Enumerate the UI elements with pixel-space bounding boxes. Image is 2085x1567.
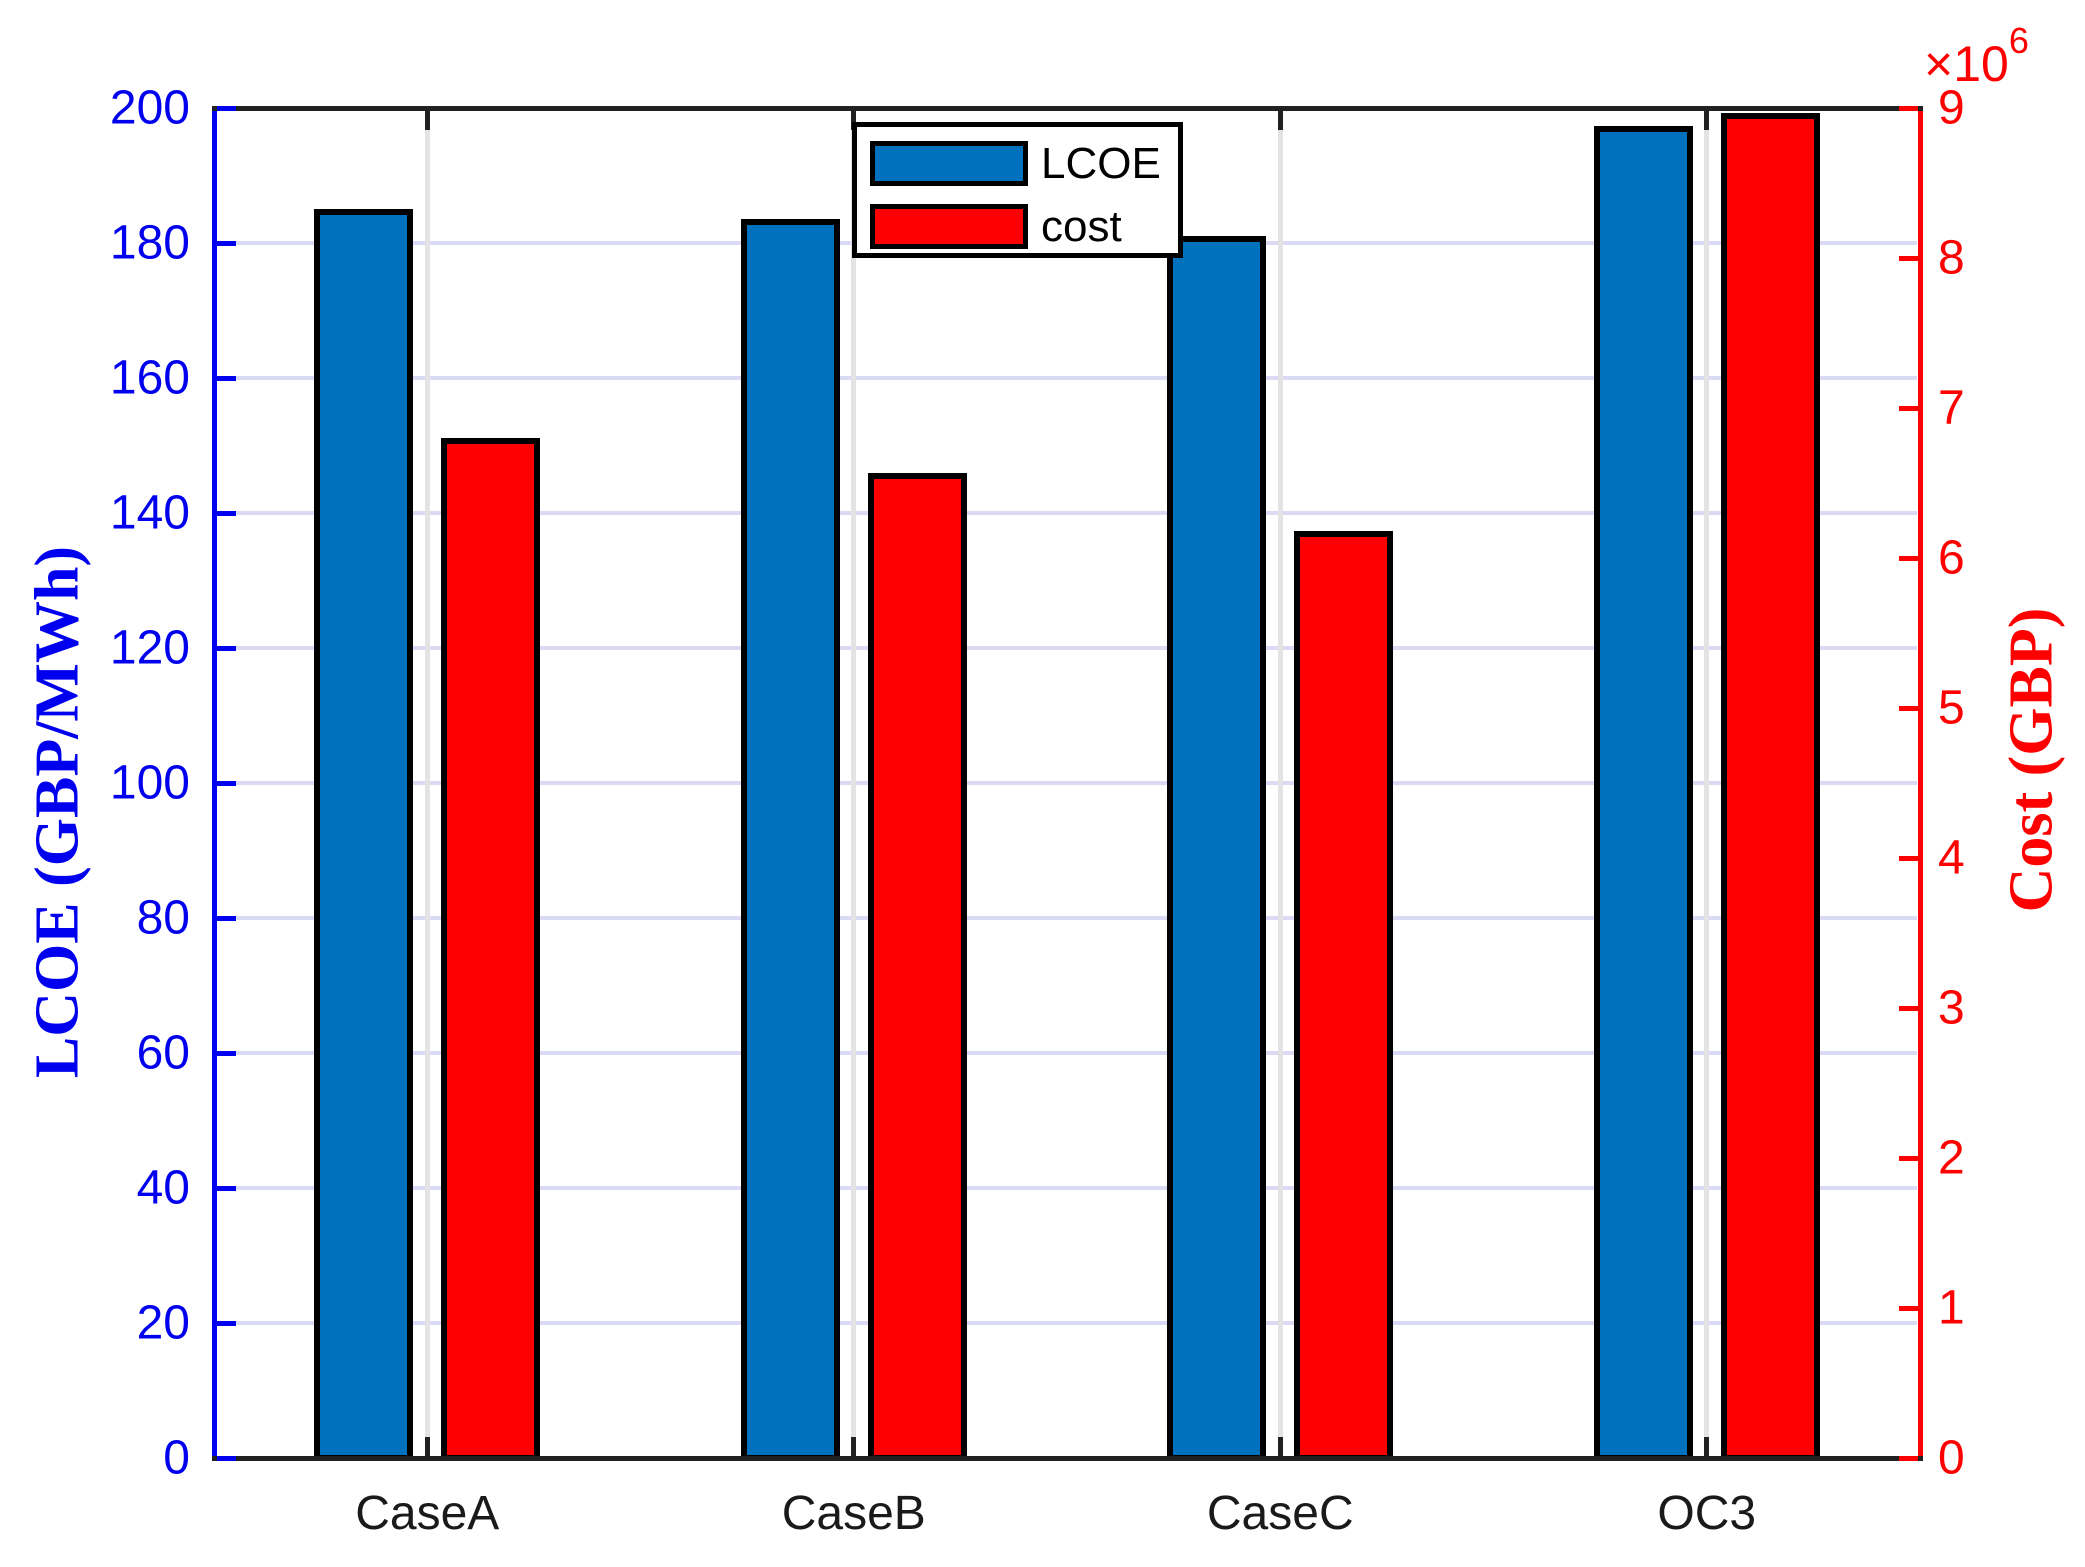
left-spine: [211, 108, 217, 1458]
legend: LCOE cost: [852, 122, 1183, 258]
exponent-prefix: ×10: [1924, 36, 2009, 92]
left-tick-20: [216, 1320, 236, 1326]
left-tick-80: [216, 915, 236, 921]
left-tick-label-200: 200: [109, 81, 190, 135]
right-tick-label-2: 2: [1938, 1131, 1965, 1185]
bar-lcoe-oc3: [1593, 126, 1693, 1461]
legend-swatch-cost: [870, 204, 1028, 249]
legend-item-lcoe: LCOE: [857, 138, 1178, 188]
bottom-x-tick-oc3: [1704, 1436, 1710, 1456]
right-tick-label-1: 1: [1938, 1281, 1965, 1335]
bottom-x-tick-casec: [1277, 1436, 1283, 1456]
bar-cost-oc3: [1720, 112, 1820, 1461]
x-gridline-casea: [424, 111, 430, 1455]
y-gridline-100: [217, 781, 1917, 785]
left-tick-label-100: 100: [109, 756, 190, 810]
right-tick-label-0: 0: [1938, 1431, 1965, 1485]
x-gridline-oc3: [1704, 111, 1710, 1455]
left-tick-label-20: 20: [136, 1296, 190, 1350]
legend-swatch-lcoe: [870, 141, 1028, 186]
x-tick-label-oc3: OC3: [1657, 1487, 1757, 1540]
left-tick-200: [216, 105, 236, 111]
right-spine: [1917, 108, 1923, 1458]
left-tick-label-60: 60: [136, 1026, 190, 1080]
y-gridline-120: [217, 646, 1917, 650]
y-gridline-20: [217, 1321, 1917, 1325]
y-gridline-140: [217, 511, 1917, 515]
right-tick-4: [1898, 855, 1918, 861]
right-tick-label-7: 7: [1938, 381, 1965, 435]
exponent-value: 6: [2008, 20, 2029, 61]
left-tick-label-140: 140: [109, 486, 190, 540]
legend-item-cost: cost: [857, 201, 1178, 251]
right-tick-label-9: 9: [1938, 81, 1965, 135]
right-tick-8: [1898, 255, 1918, 261]
top-x-tick-caseb: [851, 110, 857, 130]
left-tick-label-160: 160: [109, 351, 190, 405]
legend-label-cost: cost: [1041, 201, 1122, 251]
right-tick-label-6: 6: [1938, 531, 1965, 585]
x-gridline-caseb: [851, 111, 857, 1455]
left-tick-label-180: 180: [109, 216, 190, 270]
top-x-tick-oc3: [1704, 110, 1710, 130]
left-tick-120: [216, 645, 236, 651]
left-tick-label-0: 0: [163, 1431, 190, 1485]
left-tick-160: [216, 375, 236, 381]
y-gridline-80: [217, 916, 1917, 920]
x-tick-label-casea: CaseA: [355, 1487, 500, 1540]
x-tick-label-casec: CaseC: [1206, 1487, 1354, 1540]
bar-lcoe-casea: [314, 209, 414, 1461]
left-tick-label-120: 120: [109, 621, 190, 675]
right-tick-label-3: 3: [1938, 981, 1965, 1035]
right-tick-label-5: 5: [1938, 681, 1965, 735]
right-tick-1: [1898, 1305, 1918, 1311]
bar-cost-casea: [441, 438, 541, 1461]
left-tick-0: [216, 1455, 236, 1461]
bar-cost-casec: [1294, 531, 1394, 1461]
right-axis-exponent-label: ×106: [1924, 20, 2029, 93]
y-gridline-160: [217, 376, 1917, 380]
x-tick-label-caseb: CaseB: [781, 1487, 926, 1540]
right-tick-3: [1898, 1005, 1918, 1011]
bottom-x-tick-casea: [424, 1436, 430, 1456]
left-tick-label-80: 80: [136, 891, 190, 945]
left-tick-140: [216, 510, 236, 516]
bar-cost-caseb: [867, 472, 967, 1461]
right-tick-6: [1898, 555, 1918, 561]
left-tick-100: [216, 780, 236, 786]
top-x-tick-casea: [424, 110, 430, 130]
right-tick-label-4: 4: [1938, 831, 1965, 885]
bar-lcoe-casec: [1167, 236, 1267, 1461]
bottom-x-tick-caseb: [851, 1436, 857, 1456]
y-gridline-60: [217, 1051, 1917, 1055]
bottom-spine: [211, 1455, 1923, 1461]
right-tick-label-8: 8: [1938, 231, 1965, 285]
right-tick-5: [1898, 705, 1918, 711]
y-gridline-40: [217, 1186, 1917, 1190]
right-tick-2: [1898, 1155, 1918, 1161]
right-tick-0: [1898, 1455, 1918, 1461]
x-gridline-casec: [1277, 111, 1283, 1455]
top-x-tick-casec: [1277, 110, 1283, 130]
left-tick-60: [216, 1050, 236, 1056]
left-tick-40: [216, 1185, 236, 1191]
legend-label-lcoe: LCOE: [1041, 138, 1161, 188]
right-tick-7: [1898, 405, 1918, 411]
right-tick-9: [1898, 105, 1918, 111]
left-tick-180: [216, 240, 236, 246]
top-spine: [211, 105, 1923, 111]
left-tick-label-40: 40: [136, 1161, 190, 1215]
